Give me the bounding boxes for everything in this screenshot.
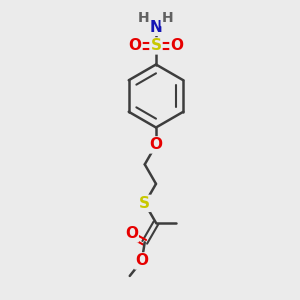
- Text: S: S: [139, 196, 150, 211]
- Text: O: O: [135, 254, 148, 268]
- Text: O: O: [125, 226, 138, 242]
- Text: N: N: [150, 20, 162, 35]
- Text: O: O: [128, 38, 142, 53]
- Text: O: O: [149, 137, 163, 152]
- Text: S: S: [151, 38, 161, 53]
- Text: H: H: [162, 11, 173, 25]
- Text: O: O: [170, 38, 184, 53]
- Text: H: H: [138, 11, 149, 25]
